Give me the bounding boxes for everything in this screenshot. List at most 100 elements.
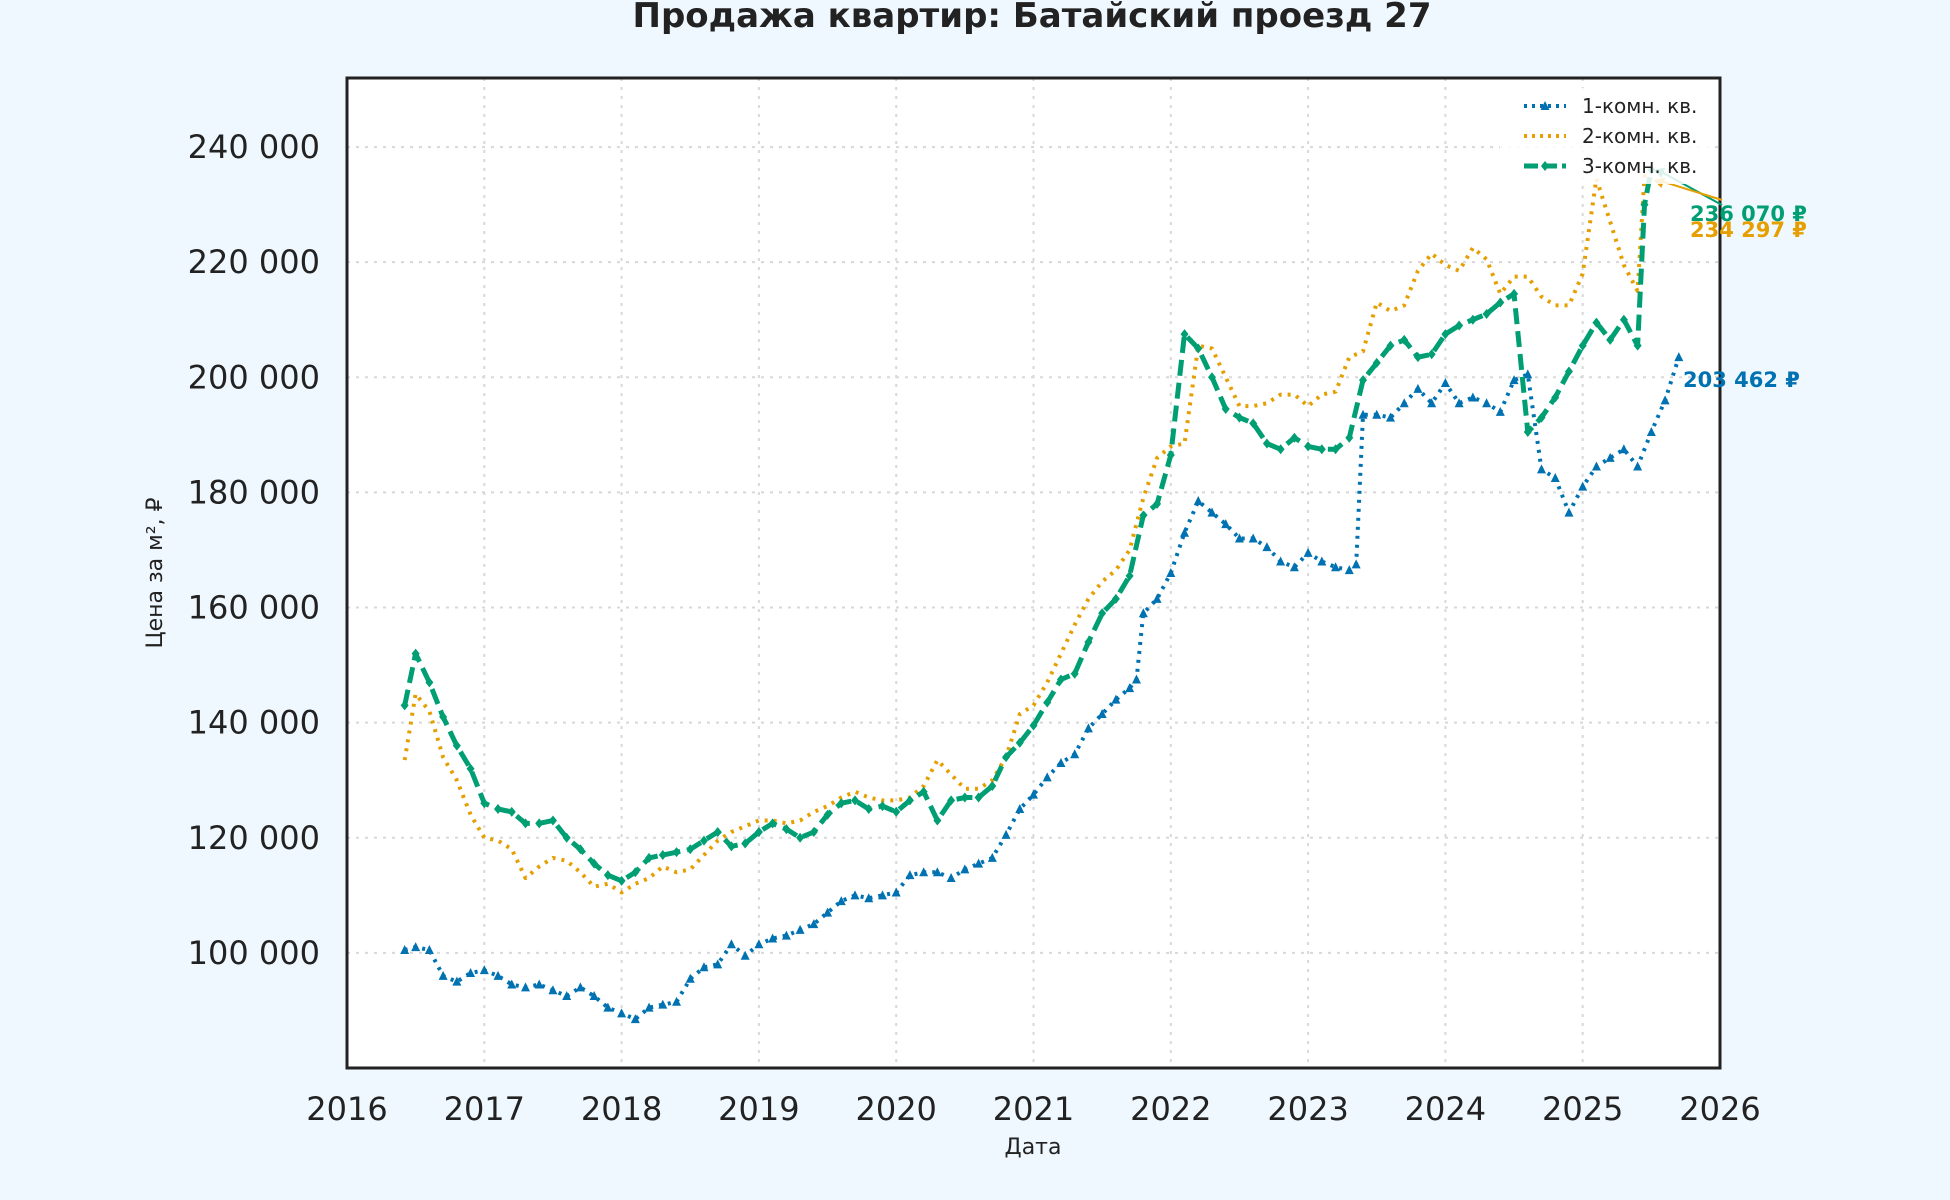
data-point (1262, 438, 1271, 449)
data-point (1276, 444, 1285, 455)
data-point (823, 907, 833, 917)
data-point (1317, 556, 1327, 566)
data-point (590, 858, 599, 869)
data-point (1359, 375, 1368, 386)
data-point (1125, 570, 1134, 581)
data-point (644, 1002, 654, 1012)
data-point (823, 809, 832, 820)
x-tick-label: 2020 (855, 1090, 936, 1128)
data-point (768, 818, 777, 829)
data-point (438, 970, 448, 980)
x-tick-label: 2019 (718, 1090, 799, 1128)
data-point (754, 827, 763, 838)
data-point (1138, 608, 1148, 618)
data-point (974, 792, 983, 803)
data-point (1578, 340, 1587, 351)
y-tick-label: 160 000 (188, 589, 320, 627)
data-point (1304, 441, 1313, 452)
legend-label: 3-комн. кв. (1582, 154, 1697, 178)
data-point (400, 700, 409, 711)
data-point (1640, 199, 1649, 210)
y-tick-label: 180 000 (188, 473, 320, 511)
data-point (452, 740, 461, 751)
data-point (1482, 308, 1491, 319)
data-point (1317, 444, 1326, 455)
data-point (617, 1008, 627, 1018)
data-point (425, 677, 434, 688)
data-point (1289, 562, 1299, 572)
data-point (1193, 496, 1203, 506)
data-point (1660, 395, 1670, 405)
data-point (1427, 398, 1437, 408)
data-point (1564, 366, 1573, 377)
data-point (1619, 314, 1628, 325)
data-point (1358, 409, 1368, 419)
y-tick-label: 240 000 (188, 128, 320, 166)
data-point (1207, 372, 1216, 383)
x-tick-label: 2021 (993, 1090, 1074, 1128)
data-point (1131, 674, 1141, 684)
data-point (1523, 426, 1532, 437)
data-point (1166, 568, 1176, 577)
series-2 (402, 173, 1653, 895)
data-point (1234, 533, 1244, 543)
y-tick-label: 220 000 (188, 243, 320, 281)
data-point (658, 999, 668, 1009)
data-point (809, 827, 818, 838)
x-axis: 2016 2017 2018 2019 2020 2021 2022 2023 2024 2025… (306, 1090, 1760, 1128)
annotations: 236 070 ₽234 297 ₽ 203 462 ₽ (1653, 167, 1807, 392)
legend-marker (1540, 101, 1550, 110)
data-point (645, 852, 654, 863)
x-tick-label: 2024 (1405, 1090, 1486, 1128)
y-tick-label: 120 000 (188, 819, 320, 857)
data-point (494, 803, 503, 814)
data-point (1056, 757, 1066, 767)
data-point (1015, 737, 1024, 748)
legend-label: 2-комн. кв. (1582, 124, 1697, 148)
x-tick-label: 2017 (444, 1090, 525, 1128)
data-point (1070, 668, 1079, 679)
data-point (1400, 334, 1409, 345)
data-point (1606, 334, 1615, 345)
data-point (919, 867, 929, 877)
data-point (685, 973, 695, 983)
data-point (1646, 426, 1656, 436)
x-tick-label: 2022 (1130, 1090, 1211, 1128)
data-point (891, 887, 901, 897)
data-point (1399, 398, 1409, 408)
annotation-label: 203 462 ₽ (1683, 368, 1800, 392)
data-point (877, 890, 887, 900)
x-tick-label: 2016 (306, 1090, 387, 1128)
x-tick-label: 2025 (1542, 1090, 1623, 1128)
data-point (1029, 720, 1038, 731)
data-point (987, 852, 997, 862)
data-point (411, 648, 420, 659)
data-point (411, 942, 421, 952)
y-tick-label: 200 000 (188, 358, 320, 396)
data-point (507, 979, 517, 989)
data-point (809, 919, 819, 929)
data-point (1441, 329, 1450, 340)
data-point (1152, 593, 1162, 603)
data-point (1413, 383, 1423, 393)
data-point (1166, 450, 1175, 461)
data-point (1551, 392, 1560, 403)
data-point (699, 835, 708, 846)
data-point (837, 798, 846, 809)
data-point (1427, 349, 1436, 360)
data-point (1207, 507, 1217, 517)
data-point (768, 933, 778, 943)
data-point (1056, 674, 1065, 685)
data-point (713, 959, 723, 969)
data-point (905, 795, 914, 806)
series-3 (400, 164, 1656, 886)
data-point (782, 824, 791, 835)
data-point (727, 841, 736, 852)
data-point (424, 945, 434, 955)
data-point (1098, 608, 1107, 619)
data-point (974, 858, 984, 868)
y-axis-label: Цена за м², ₽ (143, 497, 168, 648)
data-point (1290, 432, 1299, 443)
data-point (686, 844, 695, 855)
data-point (699, 962, 709, 972)
